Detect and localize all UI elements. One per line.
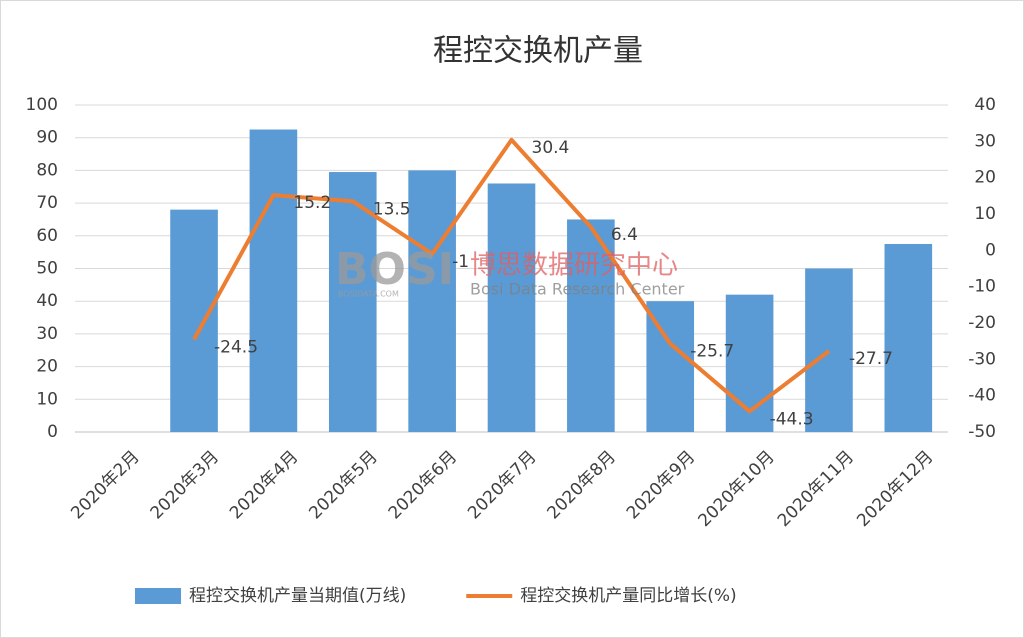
legend-swatch bbox=[135, 588, 181, 604]
y2-tick-label: 0 bbox=[985, 240, 996, 260]
watermark: BOSI BOSIDATA.COM 博思数据研究中心 Bosi Data Res… bbox=[335, 244, 685, 299]
data-label: -44.3 bbox=[770, 409, 814, 429]
chart-title: 程控交换机产量 bbox=[433, 34, 643, 69]
y2-tick-label: 30 bbox=[974, 131, 996, 151]
y-tick-label: 90 bbox=[36, 128, 58, 148]
y-tick-label: 40 bbox=[36, 291, 58, 311]
y2-tick-label: -10 bbox=[968, 277, 996, 297]
bar bbox=[805, 268, 853, 432]
bar bbox=[408, 170, 456, 432]
data-label: 13.5 bbox=[373, 199, 411, 219]
y2-tick-label: 40 bbox=[974, 95, 996, 115]
legend-label: 程控交换机产量当期值(万线) bbox=[189, 586, 406, 606]
bar bbox=[170, 209, 218, 432]
data-label: 6.4 bbox=[611, 225, 638, 245]
data-label: 15.2 bbox=[293, 193, 331, 213]
y2-tick-label: 20 bbox=[974, 168, 996, 188]
bar bbox=[487, 183, 536, 432]
y-tick-label: 30 bbox=[36, 324, 58, 344]
y-tick-label: 0 bbox=[47, 422, 58, 442]
bar bbox=[249, 129, 298, 432]
y-tick-label: 50 bbox=[36, 259, 58, 279]
y-tick-label: 70 bbox=[36, 193, 58, 213]
watermark-english: Bosi Data Research Center bbox=[470, 280, 685, 299]
y-tick-label: 60 bbox=[36, 226, 58, 246]
data-label: -24.5 bbox=[214, 337, 258, 357]
y2-tick-label: -20 bbox=[968, 313, 996, 333]
y2-tick-label: -30 bbox=[968, 349, 996, 369]
y-tick-label: 10 bbox=[36, 389, 58, 409]
data-label: -1 bbox=[452, 252, 469, 272]
y2-tick-label: -50 bbox=[968, 422, 996, 442]
data-label: -27.7 bbox=[849, 349, 893, 369]
bar bbox=[328, 172, 377, 432]
legend-label: 程控交换机产量同比增长(%) bbox=[520, 586, 736, 606]
y2-tick-label: 10 bbox=[974, 204, 996, 224]
watermark-site: BOSIDATA.COM bbox=[338, 290, 399, 299]
data-label: 30.4 bbox=[532, 138, 570, 158]
y-tick-label: 80 bbox=[36, 160, 58, 180]
line bbox=[192, 137, 831, 414]
bar bbox=[567, 219, 615, 432]
data-label: -25.7 bbox=[690, 342, 734, 362]
watermark-name: 博思数据研究中心 bbox=[470, 251, 678, 281]
y-tick-label: 100 bbox=[26, 95, 58, 115]
y2-tick-label: -40 bbox=[968, 386, 996, 406]
watermark-brand: BOSI bbox=[335, 244, 454, 295]
y-tick-label: 20 bbox=[36, 357, 58, 377]
bar bbox=[884, 243, 933, 432]
